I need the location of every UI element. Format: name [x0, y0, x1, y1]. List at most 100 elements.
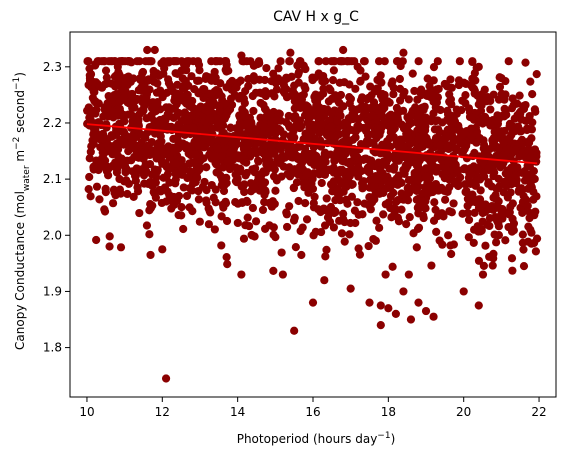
scatter-point	[474, 301, 483, 310]
scatter-point	[376, 301, 385, 310]
scatter-point	[360, 199, 369, 208]
scatter-point	[484, 205, 493, 214]
scatter-point	[346, 284, 355, 293]
scatter-point	[250, 232, 259, 241]
scatter-point	[141, 159, 150, 169]
scatter-point	[317, 178, 326, 188]
scatter-point	[251, 217, 261, 226]
x-tick-label: 10	[79, 405, 94, 419]
scatter-point	[335, 216, 344, 225]
scatter-point	[470, 208, 479, 218]
scatter-point	[100, 205, 109, 214]
scatter-point	[491, 193, 500, 203]
scatter-point	[193, 133, 202, 143]
scatter-point	[129, 74, 138, 83]
scatter-point	[413, 224, 423, 233]
scatter-point	[230, 142, 239, 151]
scatter-point	[468, 83, 477, 92]
scatter-point	[297, 250, 306, 260]
scatter-point	[204, 220, 214, 229]
scatter-point	[508, 214, 517, 223]
scatter-point	[447, 249, 456, 259]
scatter-point	[223, 260, 232, 269]
scatter-point	[179, 224, 188, 234]
scatter-point	[338, 165, 347, 174]
scatter-point	[404, 270, 413, 279]
scatter-point	[276, 159, 285, 168]
scatter-point	[205, 114, 214, 123]
scatter-point	[355, 250, 365, 259]
scatter-point	[531, 247, 541, 256]
scatter-point	[387, 112, 396, 121]
scatter-point	[229, 149, 238, 158]
scatter-point	[232, 178, 241, 187]
scatter-point	[392, 103, 401, 113]
scatter-point	[310, 153, 320, 163]
scatter-point	[522, 172, 531, 181]
scatter-point	[115, 174, 124, 184]
scatter-point	[341, 183, 350, 192]
scatter-point	[127, 90, 137, 99]
data-points	[83, 45, 542, 383]
scatter-point	[508, 177, 517, 186]
scatter-point	[404, 115, 414, 124]
scatter-point	[381, 270, 390, 279]
scatter-point	[267, 149, 277, 159]
scatter-point	[443, 158, 453, 167]
scatter-point	[492, 184, 501, 194]
scatter-point	[501, 236, 510, 245]
scatter-point	[432, 227, 441, 236]
scatter-point	[418, 103, 427, 112]
scatter-point	[427, 261, 436, 270]
scatter-point	[86, 192, 95, 201]
scatter-point	[271, 186, 280, 195]
scatter-point	[480, 172, 489, 181]
scatter-point	[177, 57, 186, 66]
scatter-point	[206, 208, 215, 217]
scatter-point	[101, 66, 111, 75]
scatter-point	[412, 243, 421, 252]
scatter-point	[320, 276, 329, 285]
scatter-point	[151, 193, 160, 202]
scatter-point	[171, 169, 180, 178]
scatter-point	[145, 206, 154, 215]
scatter-point	[209, 193, 218, 202]
scatter-point	[429, 312, 438, 321]
scatter-point	[464, 104, 474, 113]
scatter-point	[219, 137, 229, 146]
scatter-point	[531, 107, 540, 116]
scatter-point	[111, 191, 120, 200]
scatter-point	[400, 87, 409, 97]
scatter-point	[148, 103, 157, 112]
scatter-point	[167, 204, 176, 213]
scatter-point	[226, 94, 236, 103]
scatter-point	[303, 118, 312, 127]
scatter-point	[455, 57, 464, 66]
scatter-point	[158, 159, 167, 168]
scatter-point	[101, 184, 110, 194]
scatter-point	[326, 202, 336, 212]
scatter-point	[237, 121, 246, 130]
scatter-point	[511, 145, 520, 154]
chart-title: CAV H x g_C	[273, 9, 359, 25]
scatter-point	[314, 205, 323, 214]
scatter-point	[213, 144, 222, 153]
scatter-point	[445, 183, 454, 192]
scatter-point	[167, 122, 176, 131]
scatter-point	[358, 210, 367, 219]
scatter-point	[497, 89, 506, 98]
scatter-point	[235, 167, 244, 176]
scatter-point	[216, 79, 225, 88]
scatter-point	[149, 66, 158, 76]
scatter-point	[497, 73, 506, 83]
scatter-point	[160, 64, 169, 73]
scatter-point	[178, 139, 188, 148]
scatter-point	[181, 76, 190, 86]
scatter-point	[474, 62, 483, 71]
scatter-point	[259, 167, 268, 176]
scatter-point	[260, 190, 269, 199]
scatter-point	[421, 113, 430, 122]
scatter-point	[361, 109, 370, 118]
scatter-point	[156, 86, 165, 95]
scatter-point	[177, 66, 186, 75]
